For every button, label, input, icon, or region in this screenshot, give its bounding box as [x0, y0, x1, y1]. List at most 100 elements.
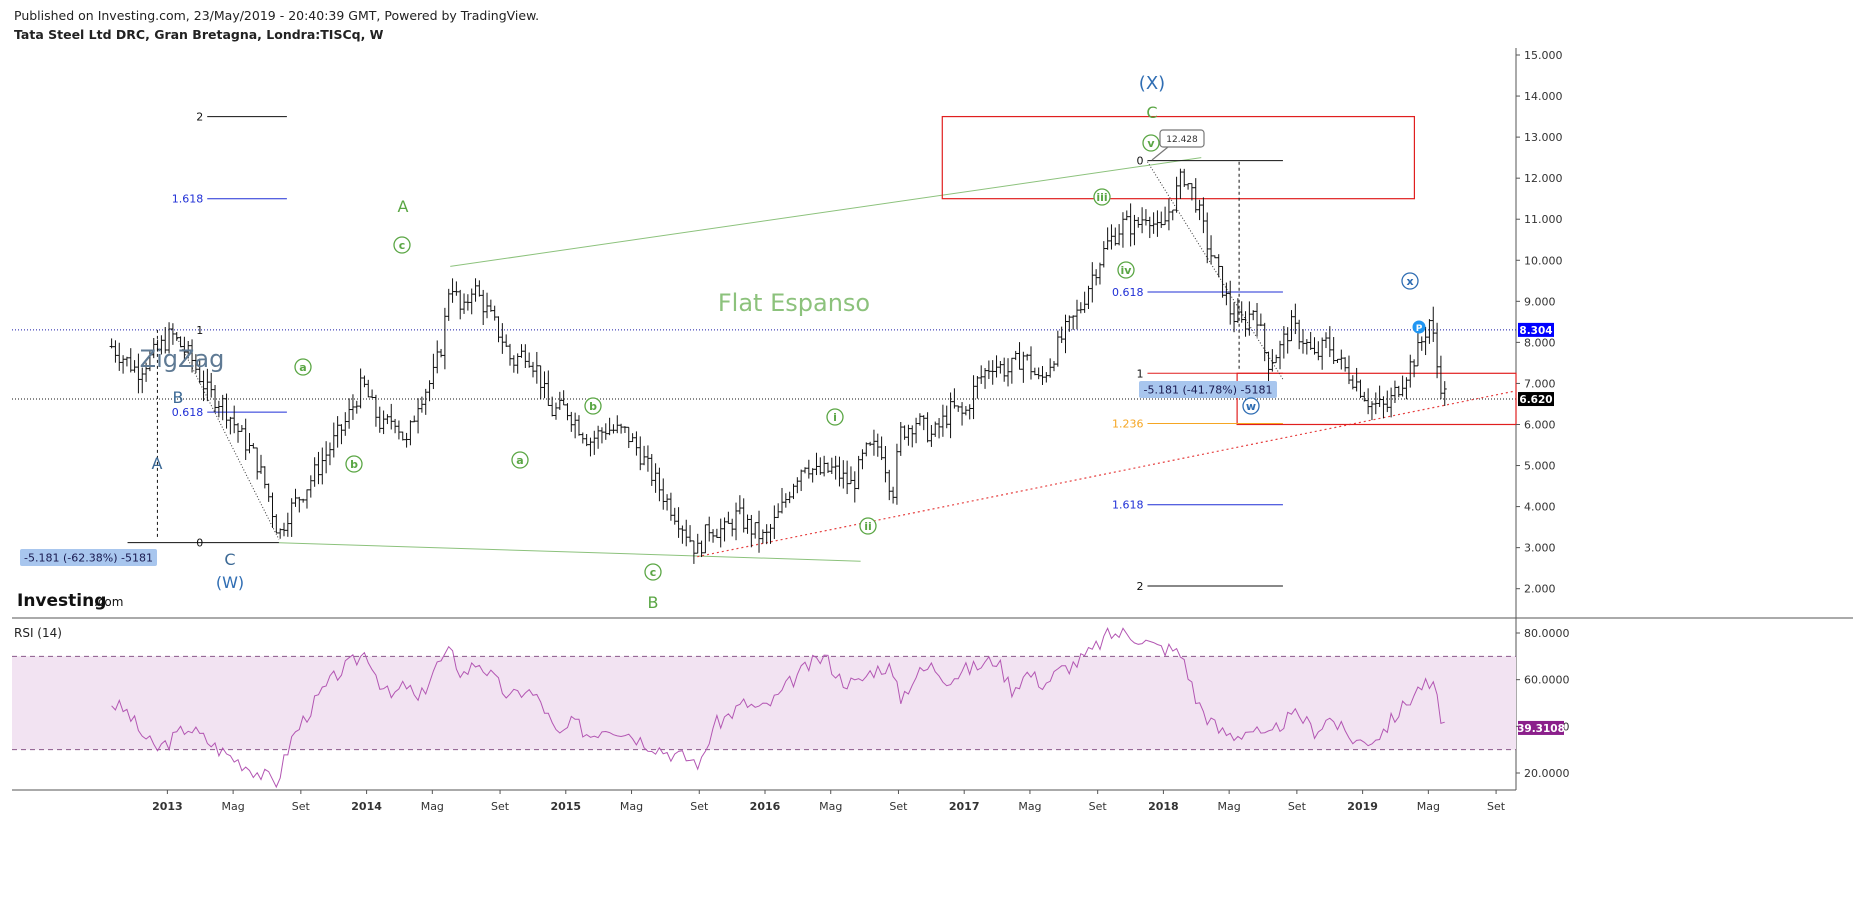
wave-label-W: (W)	[216, 573, 244, 592]
wave-circle-x	[1401, 272, 1419, 290]
time-axis-label: Mag	[222, 800, 245, 813]
last-price-tag: 6.620	[1519, 394, 1552, 406]
fib-left-label: 1.618	[172, 193, 204, 206]
rsi-value-tag-bg	[1518, 720, 1564, 735]
wave-label-v: v	[1147, 137, 1155, 150]
wave-circle-i	[826, 408, 844, 426]
rsi-axis-label: 80.0000	[1524, 627, 1570, 640]
wave-label-i: i	[833, 411, 837, 424]
wave-label-B-blue: B	[173, 388, 184, 407]
peak-callout-box	[1159, 129, 1205, 148]
wave-label-b: b	[350, 458, 358, 471]
fib-right-label: 1	[1136, 367, 1143, 380]
wave-label-X: (X)	[1139, 73, 1165, 94]
right-diagonal	[1147, 161, 1284, 380]
time-axis-label: Set	[491, 800, 510, 813]
price-axis-label: 2.000	[1524, 583, 1556, 596]
pivot-badge-label: P	[1416, 324, 1423, 334]
chart-header: Published on Investing.com, 23/May/2019 …	[14, 8, 539, 42]
price-axis-label: 13.000	[1524, 131, 1563, 144]
wave-label-x: x	[1406, 275, 1413, 288]
wave-label-iv: iv	[1121, 264, 1133, 277]
fib-right-label: 0.618	[1112, 286, 1144, 299]
rsi-title: RSI (14)	[14, 626, 62, 640]
time-axis-label: 2018	[1148, 800, 1179, 813]
fib-right-label: 1.236	[1112, 417, 1144, 430]
measure-right-label: -5.181 (-41.78%) -5181	[1144, 384, 1273, 397]
symbol-title: Tata Steel Ltd DRC, Gran Bretagna, Londr…	[14, 27, 384, 42]
wave-circle-a	[294, 358, 312, 376]
wave-label-ii: ii	[864, 520, 872, 533]
time-axis-label: 2014	[351, 800, 382, 813]
wave-circle-iv	[1117, 261, 1135, 279]
fib-left-label: 0.618	[172, 406, 204, 419]
price-axis-label: 6.000	[1524, 418, 1556, 431]
published-note: Published on Investing.com, 23/May/2019 …	[14, 8, 540, 23]
measure-left-label: -5.181 (-62.38%) -5181	[24, 552, 153, 565]
fib-left-label: 1	[196, 324, 203, 337]
wave-label-a: a	[299, 361, 306, 374]
rsi-value-tag: 39.3108	[1517, 723, 1565, 735]
time-axis-label: Set	[1288, 800, 1307, 813]
time-axis-label: Mag	[1417, 800, 1440, 813]
price-axis-label: 12.000	[1524, 172, 1563, 185]
time-axis-label: Set	[889, 800, 908, 813]
wave-label-c: c	[399, 239, 406, 252]
support-trendline	[697, 390, 1517, 558]
pivot-badge	[1412, 320, 1426, 334]
wave-label-c: c	[650, 566, 657, 579]
last-price-tag-bg	[1518, 392, 1554, 407]
wave-circle-c	[644, 563, 662, 581]
wave-label-A-green: A	[398, 197, 409, 216]
wave-label-B-green: B	[648, 593, 659, 612]
time-axis-label: 2013	[152, 800, 183, 813]
investing-logo-suffix: .com	[94, 595, 123, 609]
upper-trendline	[450, 157, 1202, 267]
pattern-title: Flat Espanso	[718, 289, 870, 317]
wave-label-iii: iii	[1096, 191, 1107, 204]
fib-right-label: 2	[1136, 580, 1143, 593]
price-axis-label: 3.000	[1524, 542, 1556, 555]
wave-circle-iii	[1093, 188, 1111, 206]
price-axis-label: 8.000	[1524, 336, 1556, 349]
time-axis-label: 2016	[750, 800, 781, 813]
wave-circle-v	[1142, 134, 1160, 152]
time-axis-label: Mag	[1018, 800, 1041, 813]
time-axis-label: Set	[690, 800, 709, 813]
wave-label-w: w	[1246, 400, 1256, 413]
fib-right-label: 1.618	[1112, 499, 1144, 512]
time-axis-label: Set	[292, 800, 311, 813]
wave-label-b: b	[589, 400, 597, 413]
time-axis-label: Mag	[819, 800, 842, 813]
price-axis-label: 15.000	[1524, 49, 1563, 62]
price-axis-label: 7.000	[1524, 377, 1556, 390]
price-axis-label: 5.000	[1524, 460, 1556, 473]
time-axis-label: Set	[1089, 800, 1108, 813]
wave-label-A-blue: A	[152, 454, 163, 473]
fib-left-label: 0	[196, 537, 203, 550]
measure-right-box	[1139, 381, 1277, 398]
wave-circle-b	[584, 397, 602, 415]
rsi-line	[111, 627, 1445, 789]
time-axis-label: Mag	[1218, 800, 1241, 813]
ref-price-tag-bg	[1518, 322, 1554, 337]
ref-price-tag: 8.304	[1519, 325, 1552, 337]
fib-left-label: 2	[196, 111, 203, 124]
price-axis-label: 11.000	[1524, 213, 1563, 226]
wave-circle-w	[1242, 397, 1260, 415]
wave-circle-a	[511, 451, 529, 469]
investing-logo: Investing	[17, 591, 106, 611]
time-axis-label: 2017	[949, 800, 980, 813]
peak-callout-label: 12.428	[1166, 135, 1198, 145]
measure-left-box	[20, 549, 157, 566]
time-axis-label: 2019	[1347, 800, 1378, 813]
wave-label-a: a	[516, 454, 523, 467]
peak-callout-pointer	[1151, 146, 1169, 161]
lower-trendline	[278, 542, 861, 562]
price-axis-label: 9.000	[1524, 295, 1556, 308]
time-axis-label: Mag	[620, 800, 643, 813]
time-axis-label: Set	[1487, 800, 1506, 813]
wave-circle-ii	[859, 517, 877, 535]
fib-right-label: 0	[1136, 155, 1143, 168]
